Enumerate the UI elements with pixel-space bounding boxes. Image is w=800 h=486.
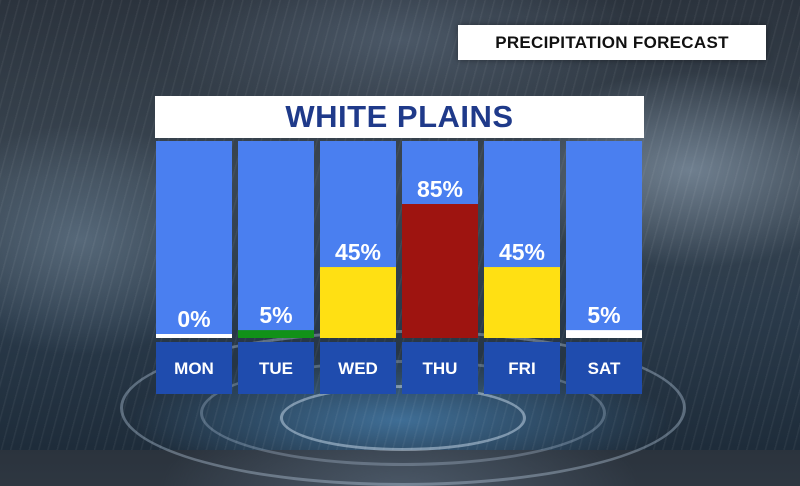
day-label-fri: FRI <box>508 359 535 378</box>
bar-mon <box>156 334 232 338</box>
column-panel-tue <box>238 141 314 338</box>
day-label-box-mon <box>156 342 232 394</box>
column-panel-sat <box>566 141 642 338</box>
day-label-box-thu <box>402 342 478 394</box>
value-label-wed: 45% <box>335 239 381 265</box>
column-panel-mon <box>156 141 232 338</box>
day-label-wed: WED <box>338 359 378 378</box>
value-label-mon: 0% <box>177 306 210 332</box>
day-label-thu: THU <box>423 359 458 378</box>
day-label-box-fri <box>484 342 560 394</box>
day-label-box-tue <box>238 342 314 394</box>
location-header: WHITE PLAINS <box>155 96 644 138</box>
forecast-title: PRECIPITATION FORECAST <box>495 32 729 52</box>
value-label-thu: 85% <box>417 176 463 202</box>
day-label-box-wed <box>320 342 396 394</box>
location-name: WHITE PLAINS <box>285 99 514 134</box>
bar-tue <box>238 330 314 338</box>
bar-fri <box>484 267 560 338</box>
day-label-box-sat <box>566 342 642 394</box>
bar-sat <box>566 330 642 338</box>
value-label-tue: 5% <box>259 302 292 328</box>
bar-wed <box>320 267 396 338</box>
value-label-fri: 45% <box>499 239 545 265</box>
precipitation-chart: 0% MON 5% TUE 45% WED 85% THU 45% FRI 5% SAT <box>156 141 642 394</box>
forecast-title-box: PRECIPITATION FORECAST <box>458 25 766 60</box>
day-label-sat: SAT <box>588 359 621 378</box>
value-label-sat: 5% <box>587 302 620 328</box>
day-label-mon: MON <box>174 359 214 378</box>
bar-thu <box>402 204 478 338</box>
day-label-tue: TUE <box>259 359 293 378</box>
